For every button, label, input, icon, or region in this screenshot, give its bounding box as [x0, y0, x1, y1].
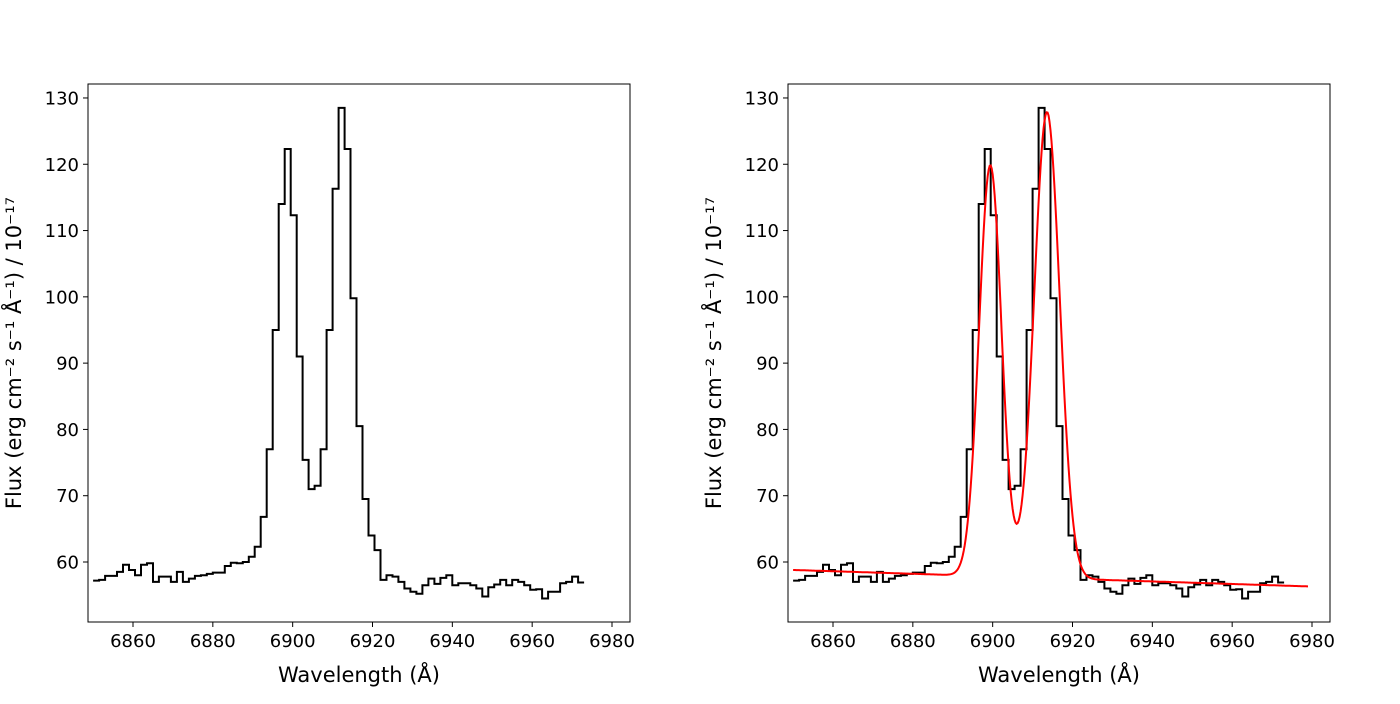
spectrum-steps-line: [793, 106, 1285, 600]
y-tick-label: 100: [745, 287, 779, 308]
y-tick-label: 90: [756, 354, 779, 375]
x-tick-label: 6920: [350, 631, 396, 652]
x-tick-label: 6980: [1289, 631, 1335, 652]
x-axis-label: Wavelength (Å): [278, 661, 440, 687]
y-tick-label: 90: [56, 354, 79, 375]
y-tick-label: 100: [45, 287, 79, 308]
x-tick-label: 6860: [110, 631, 156, 652]
y-tick-label: 80: [56, 420, 79, 441]
y-tick-label: 60: [56, 553, 79, 574]
x-tick-label: 6920: [1050, 631, 1096, 652]
axes-frame: [87, 83, 631, 623]
axes-panel-2: 6860 6880 6900 6920 6940 6960 6980 60 70 80 90 100 1…: [700, 83, 1335, 687]
x-tick-label: 6940: [429, 631, 475, 652]
axes-frame: [787, 83, 1331, 623]
y-tick-label: 120: [745, 155, 779, 176]
axes-panel-1: 6860 6880 6900 6920 6940 6960 6980 60 70 80 90 100 1…: [0, 83, 635, 687]
fit-curve-line: [793, 111, 1308, 588]
x-tick-label: 6960: [509, 631, 555, 652]
x-tick-label: 6900: [270, 631, 316, 652]
y-axis-label: Flux (erg cm⁻² s⁻¹ Å⁻¹) / 10⁻¹⁷: [700, 197, 726, 509]
y-tick-label: 110: [745, 221, 779, 242]
y-tick-label: 120: [45, 155, 79, 176]
y-tick-label: 60: [756, 553, 779, 574]
x-tick-label: 6980: [589, 631, 635, 652]
y-tick-label: 70: [56, 486, 79, 507]
y-tick-label: 130: [45, 88, 79, 109]
y-tick-label: 80: [756, 420, 779, 441]
x-tick-label: 6880: [190, 631, 236, 652]
x-tick-label: 6940: [1129, 631, 1175, 652]
x-tick-label: 6960: [1209, 631, 1255, 652]
y-tick-label: 110: [45, 221, 79, 242]
spectrum-steps-line: [93, 106, 585, 600]
y-tick-label: 70: [756, 486, 779, 507]
y-axis-label: Flux (erg cm⁻² s⁻¹ Å⁻¹) / 10⁻¹⁷: [0, 197, 26, 509]
x-tick-label: 6880: [890, 631, 936, 652]
y-tick-label: 130: [745, 88, 779, 109]
x-tick-label: 6860: [810, 631, 856, 652]
x-axis-label: Wavelength (Å): [978, 661, 1140, 687]
x-tick-label: 6900: [970, 631, 1016, 652]
